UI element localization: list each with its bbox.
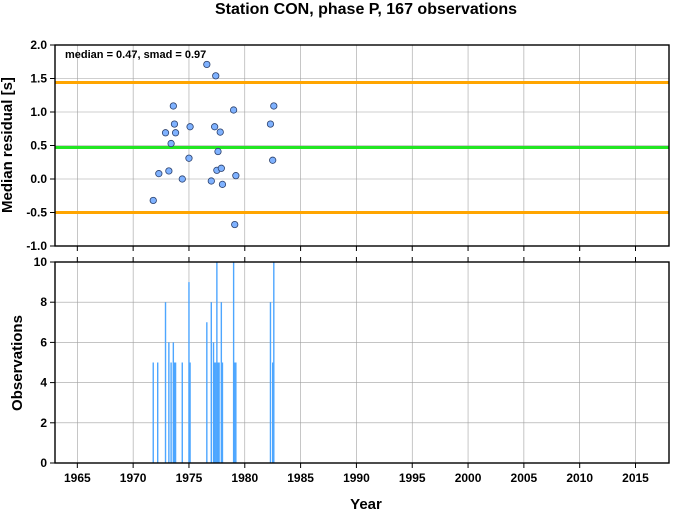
observation-bars [152,262,275,463]
residual-point [165,167,173,175]
residual-point [207,177,215,185]
residual-point [211,123,219,131]
x-tick-label: 1990 [343,471,370,485]
observations-y-tick-label: 6 [40,335,47,349]
residual-point [186,123,194,131]
stats-annotation: median = 0.47, smad = 0.97 [65,49,206,61]
x-tick-label: 1970 [120,471,147,485]
residual-y-label: Median residual [s] [0,77,16,213]
residual-point [167,139,175,148]
residual-point [230,106,238,114]
residual-point [171,129,180,137]
residual-y-ticks: -1.0 -0.5 0.0 0.5 1.0 1.5 2.0 [26,38,55,253]
x-tick-label: 1985 [287,471,314,485]
observations-grid [55,257,669,464]
reference-lines [55,81,669,214]
residual-point [155,170,163,178]
residual-point [169,102,177,110]
residual-point [149,196,157,205]
x-tick-label: 1975 [176,471,203,485]
residual-point [214,147,222,156]
x-tick-label: 2015 [622,471,649,485]
residual-point [185,154,193,162]
observations-y-label: Observations [9,315,26,411]
residual-point [231,220,239,229]
chart-title: Station CON, phase P, 167 observations [215,1,517,18]
residual-points [149,60,278,229]
observations-y-tick-label: 10 [34,255,48,269]
residual-point [216,128,224,136]
residual-point [203,60,211,69]
x-tick-label: 1980 [231,471,258,485]
observations-frame [54,261,670,464]
residual-y-tick-label: 2.0 [30,38,47,52]
year-ticks: 1965 1970 1975 1980 1985 1990 1995 2000 2005 2010… [64,463,649,485]
x-tick-label: 1995 [399,471,426,485]
residual-point [270,102,278,110]
residual-point [232,172,240,180]
observations-y-tick-label: 2 [40,416,47,430]
x-tick-label: 2005 [511,471,538,485]
residual-y-tick-label: 1.0 [30,105,47,119]
residual-point [170,120,179,128]
x-tick-label: 1965 [64,471,91,485]
residual-point [269,156,277,164]
observations-panel: 0 2 4 6 8 10 1965 1970 1975 1980 1985 1990 1995 2000… [9,255,670,511]
residual-point [218,180,227,188]
observations-y-tick-label: 8 [40,295,47,309]
x-axis-label: Year [350,496,382,511]
observations-y-ticks: 0 2 4 6 8 10 [34,255,55,470]
residual-panel: -1.0 -0.5 0.0 0.5 1.0 1.5 2.0 median = 0.47, s… [0,38,670,253]
residual-y-tick-label: 1.5 [30,72,47,86]
x-tick-label: 2000 [455,471,482,485]
residual-y-tick-label: 0.5 [30,139,47,153]
residual-frame [54,44,670,247]
residual-point [178,175,186,183]
residual-point [217,164,225,172]
residual-y-tick-label: -1.0 [26,239,47,253]
residual-y-tick-label: 0.0 [30,172,47,186]
observations-y-tick-label: 0 [40,456,47,470]
residual-point [266,120,275,128]
observations-y-tick-label: 4 [40,376,47,390]
residual-point [161,129,170,137]
x-tick-label: 2010 [566,471,593,485]
residual-point [212,72,220,80]
residual-y-tick-label: -0.5 [26,206,47,220]
